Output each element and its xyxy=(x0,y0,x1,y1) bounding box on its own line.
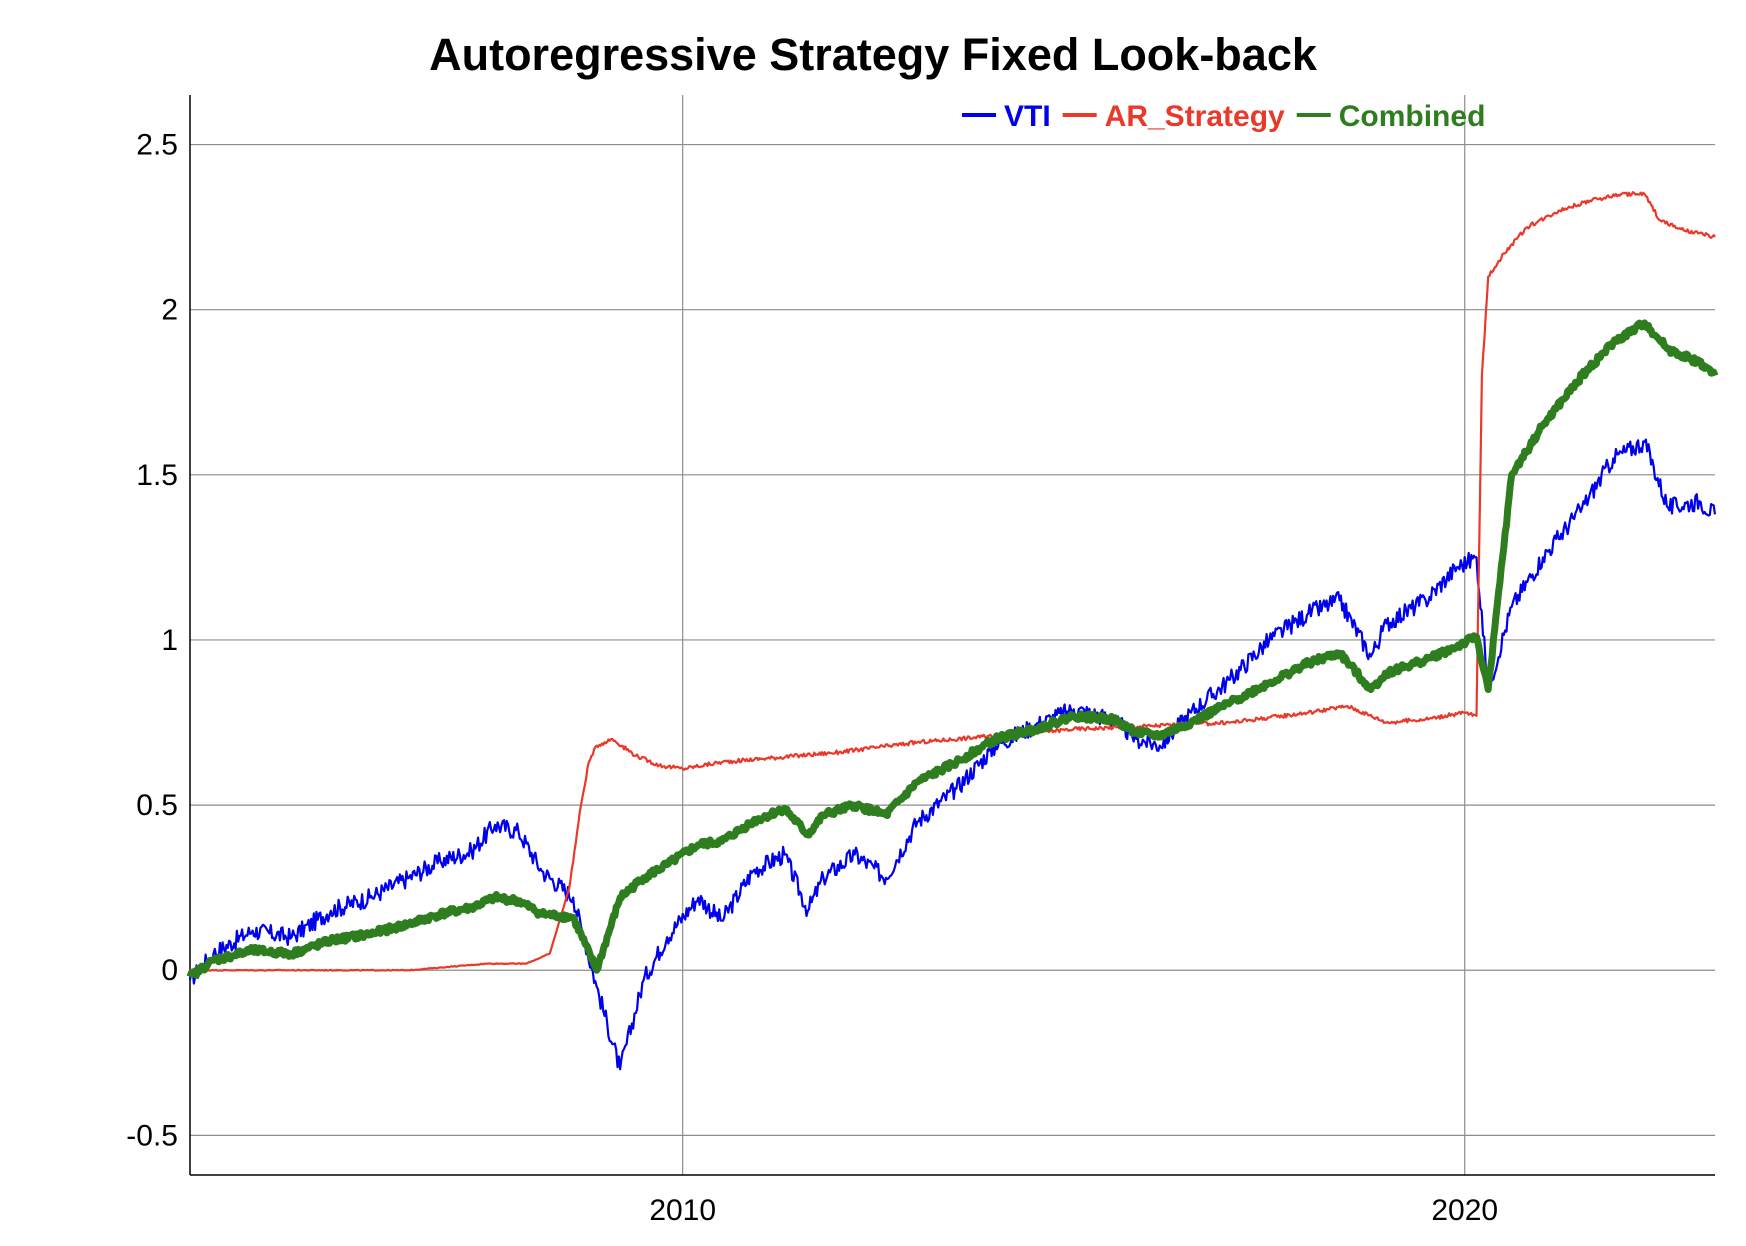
legend-label: VTI xyxy=(1004,100,1051,133)
legend: VTI AR_Strategy Combined xyxy=(962,100,1485,133)
series-line-vti xyxy=(188,438,1717,1071)
x-tick-label: 2010 xyxy=(649,1194,716,1227)
axes: -0.5 0 0.5 1 1.5 2 2.5 2010 2020 xyxy=(126,95,1715,1227)
grid-lines xyxy=(190,95,1715,1175)
y-tick-label: 0.5 xyxy=(136,789,178,822)
series-line-combined xyxy=(186,319,1719,979)
legend-label: Combined xyxy=(1339,100,1486,133)
y-tick-label: 1 xyxy=(161,624,178,657)
series-line-ar-strategy xyxy=(189,191,1716,972)
y-tick-label: 0 xyxy=(161,954,178,987)
x-tick-label: 2020 xyxy=(1431,1194,1498,1227)
legend-label: AR_Strategy xyxy=(1105,100,1285,133)
y-tick-label: 2.5 xyxy=(136,129,178,162)
y-tick-label: 2 xyxy=(161,294,178,327)
y-tick-label: -0.5 xyxy=(126,1119,178,1152)
y-tick-label: 1.5 xyxy=(136,459,178,492)
series-lines xyxy=(186,191,1719,1071)
chart-title: Autoregressive Strategy Fixed Look-back xyxy=(429,29,1318,80)
